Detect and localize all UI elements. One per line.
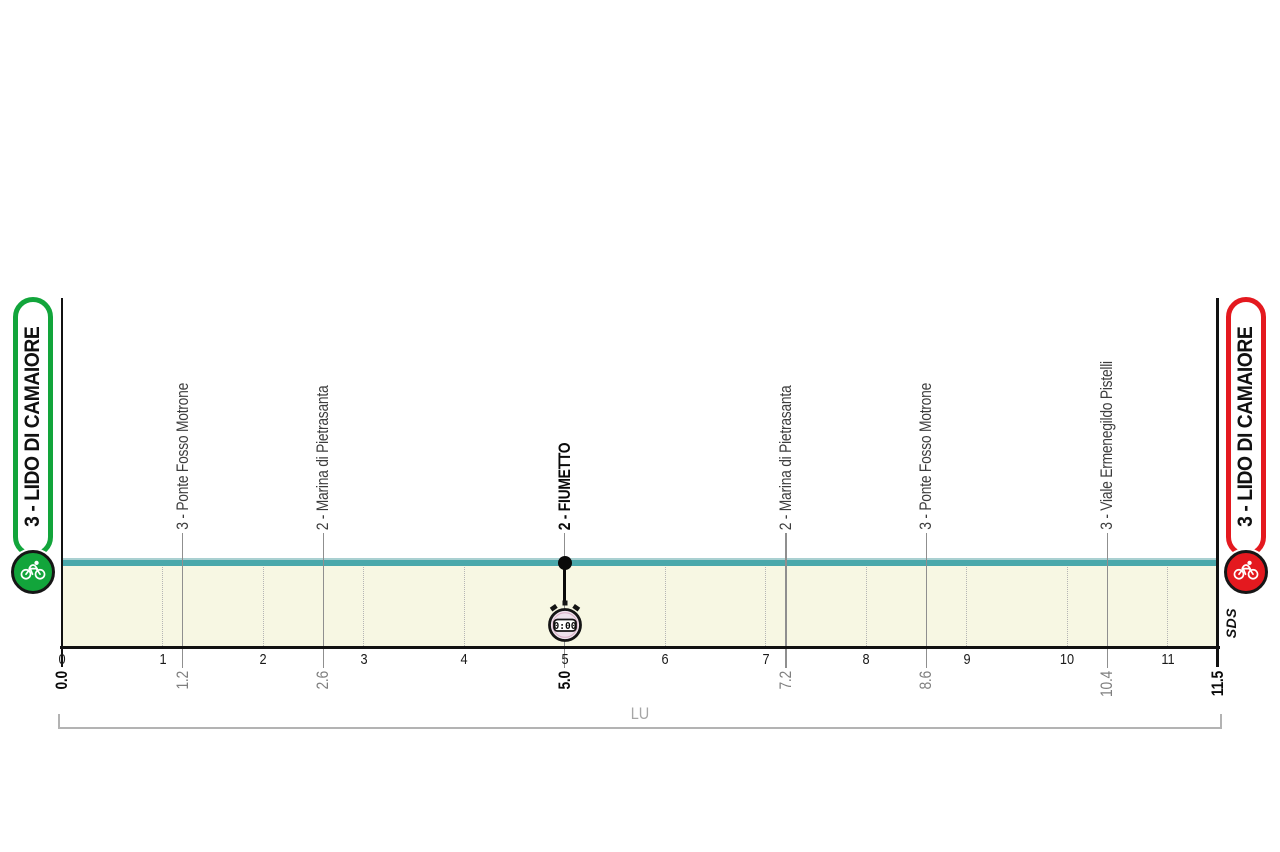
waypoint-km-label: 5.0 [556,671,574,690]
km-axis-tick-label: 7 [762,651,770,668]
km-axis-tick-label: 11 [1161,651,1175,668]
waypoint-km-label: 0.0 [53,671,71,690]
km-gridline [966,567,968,646]
province-bracket-left-tick [58,714,60,727]
km-gridline [765,567,767,646]
waypoint-km-label-text: 10.4 [1098,671,1117,697]
cyclist-icon [18,559,48,586]
waypoint-name-label: 3 - Ponte Fosso Motrone [174,383,192,530]
waypoint-name-label-text: 2 - Marina di Pietrasanta [314,385,333,530]
start-location-pill: 3 - LIDO DI CAMAIORE [13,297,53,557]
km-gridline [1066,567,1068,646]
cyclist-icon [1231,559,1261,586]
waypoint-km-label-text: 2.6 [314,671,333,690]
right-axis-line [1216,298,1219,667]
waypoint-name-label: 2 - Marina di Pietrasanta [777,385,795,530]
km-axis-tick-label: 6 [661,651,669,668]
km-axis-tick-label: 3 [360,651,368,668]
km-axis-tick-label: 0 [58,651,66,668]
waypoint-name-label: 2 - FIUMETTO [556,442,574,530]
km-axis-tick-label: 1 [158,651,167,668]
km-axis-tick-label: 8 [862,651,870,668]
waypoint-km-label: 1.2 [174,671,192,690]
waypoint-km-label-text: 11.5 [1209,671,1227,697]
timing-point-dot [557,556,572,570]
waypoint-name-label-text: 3 - Viale Ermenegildo Pistelli [1098,361,1117,530]
waypoint-marker-line [322,533,325,668]
province-bracket-right-tick [1220,714,1222,727]
finish-cyclist-badge [1224,550,1268,594]
signature-sds: SDS [1223,607,1239,638]
waypoint-marker-line [181,533,184,668]
stopwatch-icon: 0:00 [545,599,585,645]
km-gridline [162,567,164,646]
waypoint-name-label-text: 2 - FIUMETTO [555,442,574,530]
waypoint-name-label: 3 - Ponte Fosso Motrone [917,383,935,530]
waypoint-km-label-text: 5.0 [555,671,574,690]
province-bracket [58,727,1222,729]
waypoint-name-label-text: 3 - Ponte Fosso Motrone [173,383,192,530]
start-cyclist-badge [11,550,55,594]
stopwatch-time: 0:00 [553,621,576,632]
km-gridline [664,567,666,646]
km-gridline [1167,567,1169,646]
left-axis-line [60,298,63,667]
waypoint-name-label: 3 - Viale Ermenegildo Pistelli [1098,361,1116,530]
waypoint-km-label: 2.6 [314,671,332,690]
waypoint-km-label-text: 8.6 [917,671,936,690]
waypoint-marker-line [1106,533,1109,668]
km-gridline [865,567,867,646]
waypoint-km-label: 7.2 [777,671,795,690]
province-label: LU [630,704,650,723]
profile-fill [62,565,1218,646]
waypoint-name-label-text: 3 - Ponte Fosso Motrone [917,383,936,530]
profile-line [62,558,1218,566]
waypoint-km-label-text: 7.2 [776,671,795,690]
waypoint-km-label-text: 1.2 [173,671,192,690]
finish-location-label: 3 - LIDO DI CAMAIORE [1234,326,1257,528]
km-axis-tick-label: 2 [259,651,267,668]
km-gridline [463,567,465,646]
km-gridline [363,567,365,646]
km-gridline [262,567,264,646]
waypoint-marker-line [785,533,787,668]
waypoint-name-label: 2 - Marina di Pietrasanta [314,385,332,530]
waypoint-name-label-text: 2 - Marina di Pietrasanta [776,385,795,530]
waypoint-km-label: 8.6 [917,671,935,690]
km-axis-tick-label: 9 [963,651,971,668]
km-axis-tick-label: 10 [1060,651,1075,668]
chart-baseline [60,646,1220,649]
waypoint-marker-line [925,533,928,668]
waypoint-km-label: 10.4 [1098,671,1116,697]
finish-location-pill: 3 - LIDO DI CAMAIORE [1226,297,1266,557]
start-location-label: 3 - LIDO DI CAMAIORE [21,326,44,528]
km-axis-tick-label: 5 [561,651,569,668]
km-axis-tick-label: 4 [460,651,468,668]
waypoint-km-label: 11.5 [1209,671,1227,696]
timing-connector-line [563,563,567,605]
waypoint-km-label-text: 0.0 [53,671,71,690]
